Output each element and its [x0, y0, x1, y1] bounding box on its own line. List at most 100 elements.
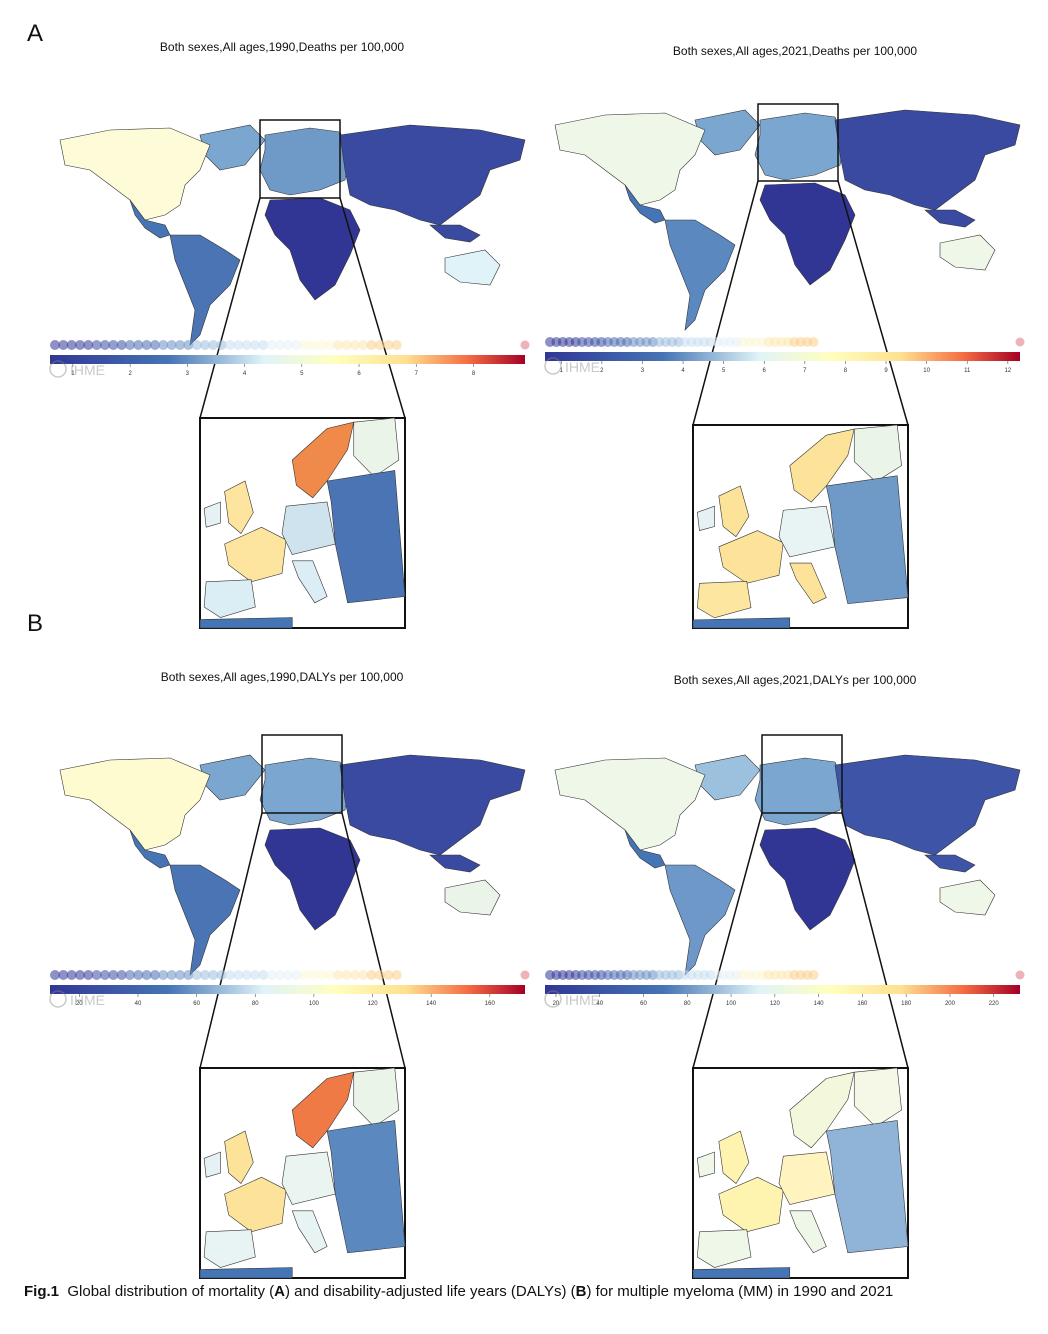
legend-tick-label: 9: [884, 368, 888, 374]
legend-color-bar: [50, 985, 525, 994]
zoom-connector-left: [692, 812, 763, 1069]
inset-finland: [853, 1067, 902, 1128]
legend-dot: [375, 970, 385, 980]
zoom-connector-left: [692, 180, 759, 426]
legend-dot: [275, 970, 285, 980]
legend-dot: [141, 970, 152, 980]
region-africa: [759, 827, 856, 931]
legend-tick-label: 6: [763, 368, 767, 374]
zoom-connector-left: [199, 812, 263, 1069]
inset-ireland: [696, 1151, 715, 1178]
region-seAsia: [429, 224, 481, 243]
legend-dot: [808, 337, 819, 347]
inset-scandinavia: [789, 1071, 855, 1149]
map-title-dalys-1990: Both sexes,All ages,1990,DALYs per 100,0…: [160, 670, 404, 684]
inset-great-britain: [718, 1130, 750, 1184]
legend-dot: [208, 340, 219, 350]
legend-dot: [141, 340, 152, 350]
region-asia: [339, 124, 526, 226]
legend-tick-label: 140: [426, 1001, 437, 1007]
legend-tick-label: 3: [641, 368, 645, 374]
legend-dot: [175, 340, 185, 350]
legend-dot: [108, 970, 119, 980]
legend-tick-label: 4: [681, 368, 685, 374]
region-europe: [754, 757, 846, 826]
legend-tick-label: 100: [309, 1001, 320, 1007]
legend-dot: [116, 970, 127, 980]
legend-dot: [391, 970, 402, 980]
legend-tick-label: 80: [252, 1001, 259, 1007]
caption-text-2: ) and disability-adjusted life years (DA…: [284, 1283, 576, 1300]
legend-dot: [91, 340, 102, 350]
legend-dot: [300, 340, 310, 350]
zoom-connector-right: [339, 197, 406, 419]
legend-dot: [291, 340, 302, 350]
map-title-dalys-2021: Both sexes,All ages,2021,DALYs per 100,0…: [673, 673, 917, 687]
legend-dot: [133, 340, 144, 350]
zoom-connector-right: [841, 812, 909, 1069]
panel-letter-b: B: [27, 610, 44, 637]
region-africa: [759, 182, 856, 286]
inset-scandinavia: [291, 1071, 355, 1149]
legend-dot: [216, 340, 227, 350]
legend-tick-label: 200: [945, 1001, 956, 1007]
inset-finland: [353, 417, 400, 478]
legend-dot: [116, 340, 127, 350]
inset-iberia: [696, 580, 752, 619]
legend-dot: [58, 340, 69, 350]
legend-dot: [316, 340, 327, 350]
inset-eastern-europe: [326, 1120, 406, 1254]
inset-france: [718, 1176, 784, 1233]
legend-dot: [133, 970, 144, 980]
inset-north-africa: [692, 617, 791, 629]
map-title-deaths-1990: Both sexes,All ages,1990,Deaths per 100,…: [159, 40, 405, 54]
legend-tick-label: 2: [128, 371, 132, 377]
world-landmass: [554, 754, 1021, 976]
region-southAmerica: [169, 864, 241, 976]
region-asia: [834, 109, 1021, 211]
legend-tick-label: 1: [560, 368, 564, 374]
region-northAmerica: [59, 127, 211, 221]
legend-dot: [333, 970, 344, 980]
inset-italy: [789, 562, 827, 605]
caption-bold-b: B: [575, 1283, 587, 1300]
region-seAsia: [924, 209, 976, 228]
legend-tick-label: 5: [722, 368, 726, 374]
region-northAmerica: [59, 757, 211, 851]
world-map-deaths-1990: 1 2 3 4 5 6 7 8 IHME: [49, 119, 530, 629]
ihme-logo-text: IHME: [70, 992, 105, 1008]
legend-dot-max: [520, 340, 530, 350]
legend-dot: [208, 970, 219, 980]
legend-color-bar: [545, 985, 1020, 994]
legend-dot: [225, 970, 235, 980]
legend-dot: [266, 970, 277, 980]
europe-inset-map: [199, 1067, 406, 1279]
europe-inset-map: [692, 1067, 909, 1279]
world-map-dalys-1990: 20 40 60 80 100 120 140 160 IHME: [49, 734, 530, 1279]
ihme-logo: IHME: [544, 990, 600, 1008]
region-asia: [339, 754, 526, 856]
ihme-logo: IHME: [49, 360, 105, 378]
inset-central-europe: [778, 505, 836, 558]
region-northAmerica: [554, 757, 706, 851]
legend-dot-max: [1015, 337, 1025, 347]
legend-dot: [158, 970, 169, 980]
inset-north-africa: [199, 617, 293, 629]
region-greenland: [694, 754, 761, 801]
legend-dot: [200, 970, 210, 980]
inset-central-europe: [281, 501, 336, 555]
legend-tick-label: 10: [923, 368, 930, 374]
region-southAmerica: [169, 234, 241, 346]
caption-text-1: Global distribution of mortality (: [67, 1283, 275, 1300]
legend-tick-label: 7: [803, 368, 807, 374]
inset-france: [224, 526, 287, 583]
legend-dot: [183, 970, 194, 980]
legend-dot: [350, 340, 360, 350]
inset-great-britain: [718, 485, 750, 538]
legend-dot: [100, 970, 110, 980]
region-northAmerica: [554, 112, 706, 206]
caption-fig-label: Fig.1: [24, 1283, 60, 1300]
zoom-connector-left: [199, 197, 261, 419]
inset-italy: [291, 1210, 328, 1254]
